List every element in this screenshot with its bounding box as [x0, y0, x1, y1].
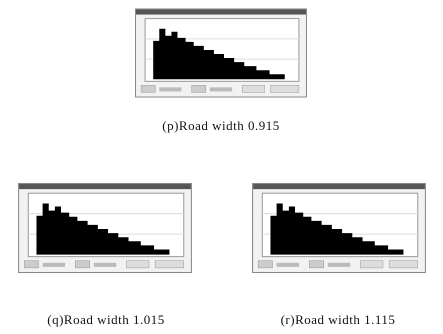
caption: (q)Road width 1.015: [47, 312, 164, 327]
caption: (p)Road width 0.915: [162, 118, 279, 133]
histogram-screenshot: [19, 184, 192, 273]
figure: (p)Road width 0.915 (q)Road width 1.015 …: [0, 0, 443, 334]
caption: (r)Road width 1.115: [281, 312, 396, 327]
page: (p)Road width 0.915 (q)Road width 1.015 …: [0, 0, 443, 334]
histogram-screenshot: [136, 9, 307, 97]
histogram-screenshot: [253, 184, 426, 273]
